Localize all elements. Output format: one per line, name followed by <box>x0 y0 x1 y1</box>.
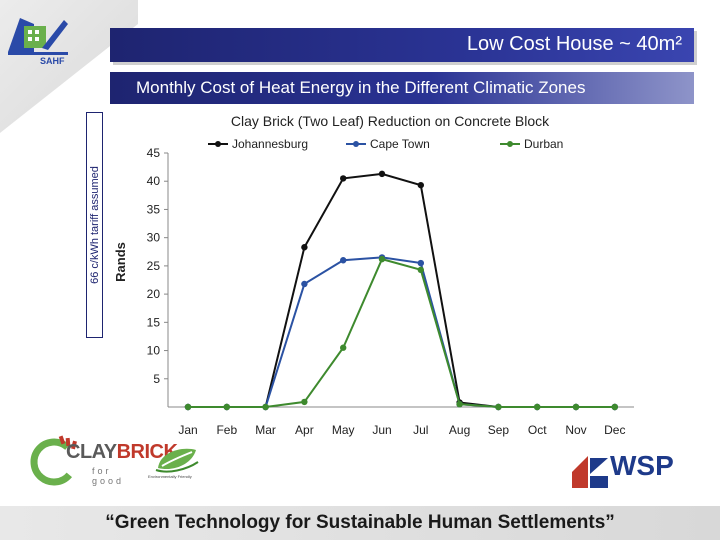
y-tick-label: 40 <box>147 174 161 188</box>
environment-logo: Environmentally Friendly <box>148 444 212 484</box>
data-point <box>340 257 347 264</box>
sahf-logo-text: SAHF <box>40 56 65 66</box>
y-tick-label: 30 <box>147 231 161 245</box>
legend-label: Cape Town <box>370 137 430 151</box>
x-tick-label: Feb <box>216 423 237 437</box>
data-point <box>417 259 424 267</box>
tariff-note-box: 66 c/kWh tariff assumed <box>86 112 103 338</box>
data-point <box>572 403 580 411</box>
x-tick-label: Mar <box>255 423 276 437</box>
wsp-logo-text: WSP <box>610 450 674 481</box>
data-point <box>378 170 386 178</box>
subtitle-bar: Monthly Cost of Heat Energy in the Diffe… <box>110 72 694 104</box>
x-tick-label: Jul <box>413 423 428 437</box>
x-tick-label: Apr <box>295 423 314 437</box>
x-tick-label: Dec <box>604 423 625 437</box>
slide-subtitle: Monthly Cost of Heat Energy in the Diffe… <box>136 78 586 97</box>
data-point <box>301 280 308 288</box>
data-point <box>301 244 308 251</box>
sahf-logo: SAHF <box>4 8 74 66</box>
series-line-2 <box>188 257 615 408</box>
chart-axes: 5 10 15 20 25 30 35 40 45 Jan Feb Mar Apr May Jun Jul Au… <box>147 146 634 437</box>
chart-series <box>184 170 618 411</box>
x-tick-label: Sep <box>488 423 510 437</box>
y-tick-label: 20 <box>147 287 161 301</box>
series-line-0 <box>188 172 615 408</box>
legend-swatch-marker <box>215 141 221 147</box>
footer-slogan: “Green Technology for Sustainable Human … <box>105 512 615 533</box>
x-tick-label: Jun <box>372 423 391 437</box>
y-tick-label: 15 <box>147 315 161 329</box>
data-point <box>340 175 347 182</box>
y-tick-label: 25 <box>147 259 161 273</box>
data-point <box>262 403 269 411</box>
wsp-logo: WSP <box>570 450 690 490</box>
claybrick-logo-sub: for good <box>92 466 125 486</box>
title-bar: Low Cost House ~ 40m² <box>110 28 694 62</box>
x-tick-label: Aug <box>449 423 470 437</box>
series-line-1 <box>188 256 615 408</box>
legend-label: Johannesburg <box>232 137 308 151</box>
data-point <box>534 403 541 411</box>
data-point <box>340 344 347 351</box>
data-point <box>417 181 424 189</box>
claybrick-logo: CLAYBRICK for good <box>26 432 178 488</box>
y-axis-label: Rands <box>113 242 128 282</box>
data-point <box>495 403 502 411</box>
x-tick-label: Nov <box>565 423 586 437</box>
chart-legend: Johannesburg Cape Town Durban <box>208 137 563 151</box>
chart-title: Clay Brick (Two Leaf) Reduction on Concr… <box>231 113 550 129</box>
legend-swatch-marker <box>353 141 359 147</box>
data-point <box>301 398 308 406</box>
y-tick-label: 5 <box>153 372 160 386</box>
legend-label: Durban <box>524 137 563 151</box>
data-point <box>456 400 463 408</box>
data-point <box>223 403 230 411</box>
data-point <box>611 403 618 411</box>
data-point <box>378 255 386 263</box>
x-tick-label: Oct <box>528 423 547 437</box>
footer-bar: “Green Technology for Sustainable Human … <box>0 506 720 540</box>
claybrick-logo-brick: BRICK <box>116 441 178 463</box>
y-tick-label: 10 <box>147 344 161 358</box>
slide-title: Low Cost House ~ 40m² <box>466 33 682 55</box>
environment-logo-caption: Environmentally Friendly <box>148 474 192 479</box>
data-point <box>417 266 424 274</box>
claybrick-logo-text: CLAYBRICK <box>66 441 178 464</box>
claybrick-logo-clay: CLAY <box>66 441 117 463</box>
legend-swatch-marker <box>507 141 513 147</box>
x-tick-label: May <box>332 423 355 437</box>
x-tick-label: Jan <box>178 423 197 437</box>
y-tick-label: 45 <box>147 146 161 160</box>
y-tick-label: 35 <box>147 202 161 216</box>
data-point <box>184 403 192 411</box>
